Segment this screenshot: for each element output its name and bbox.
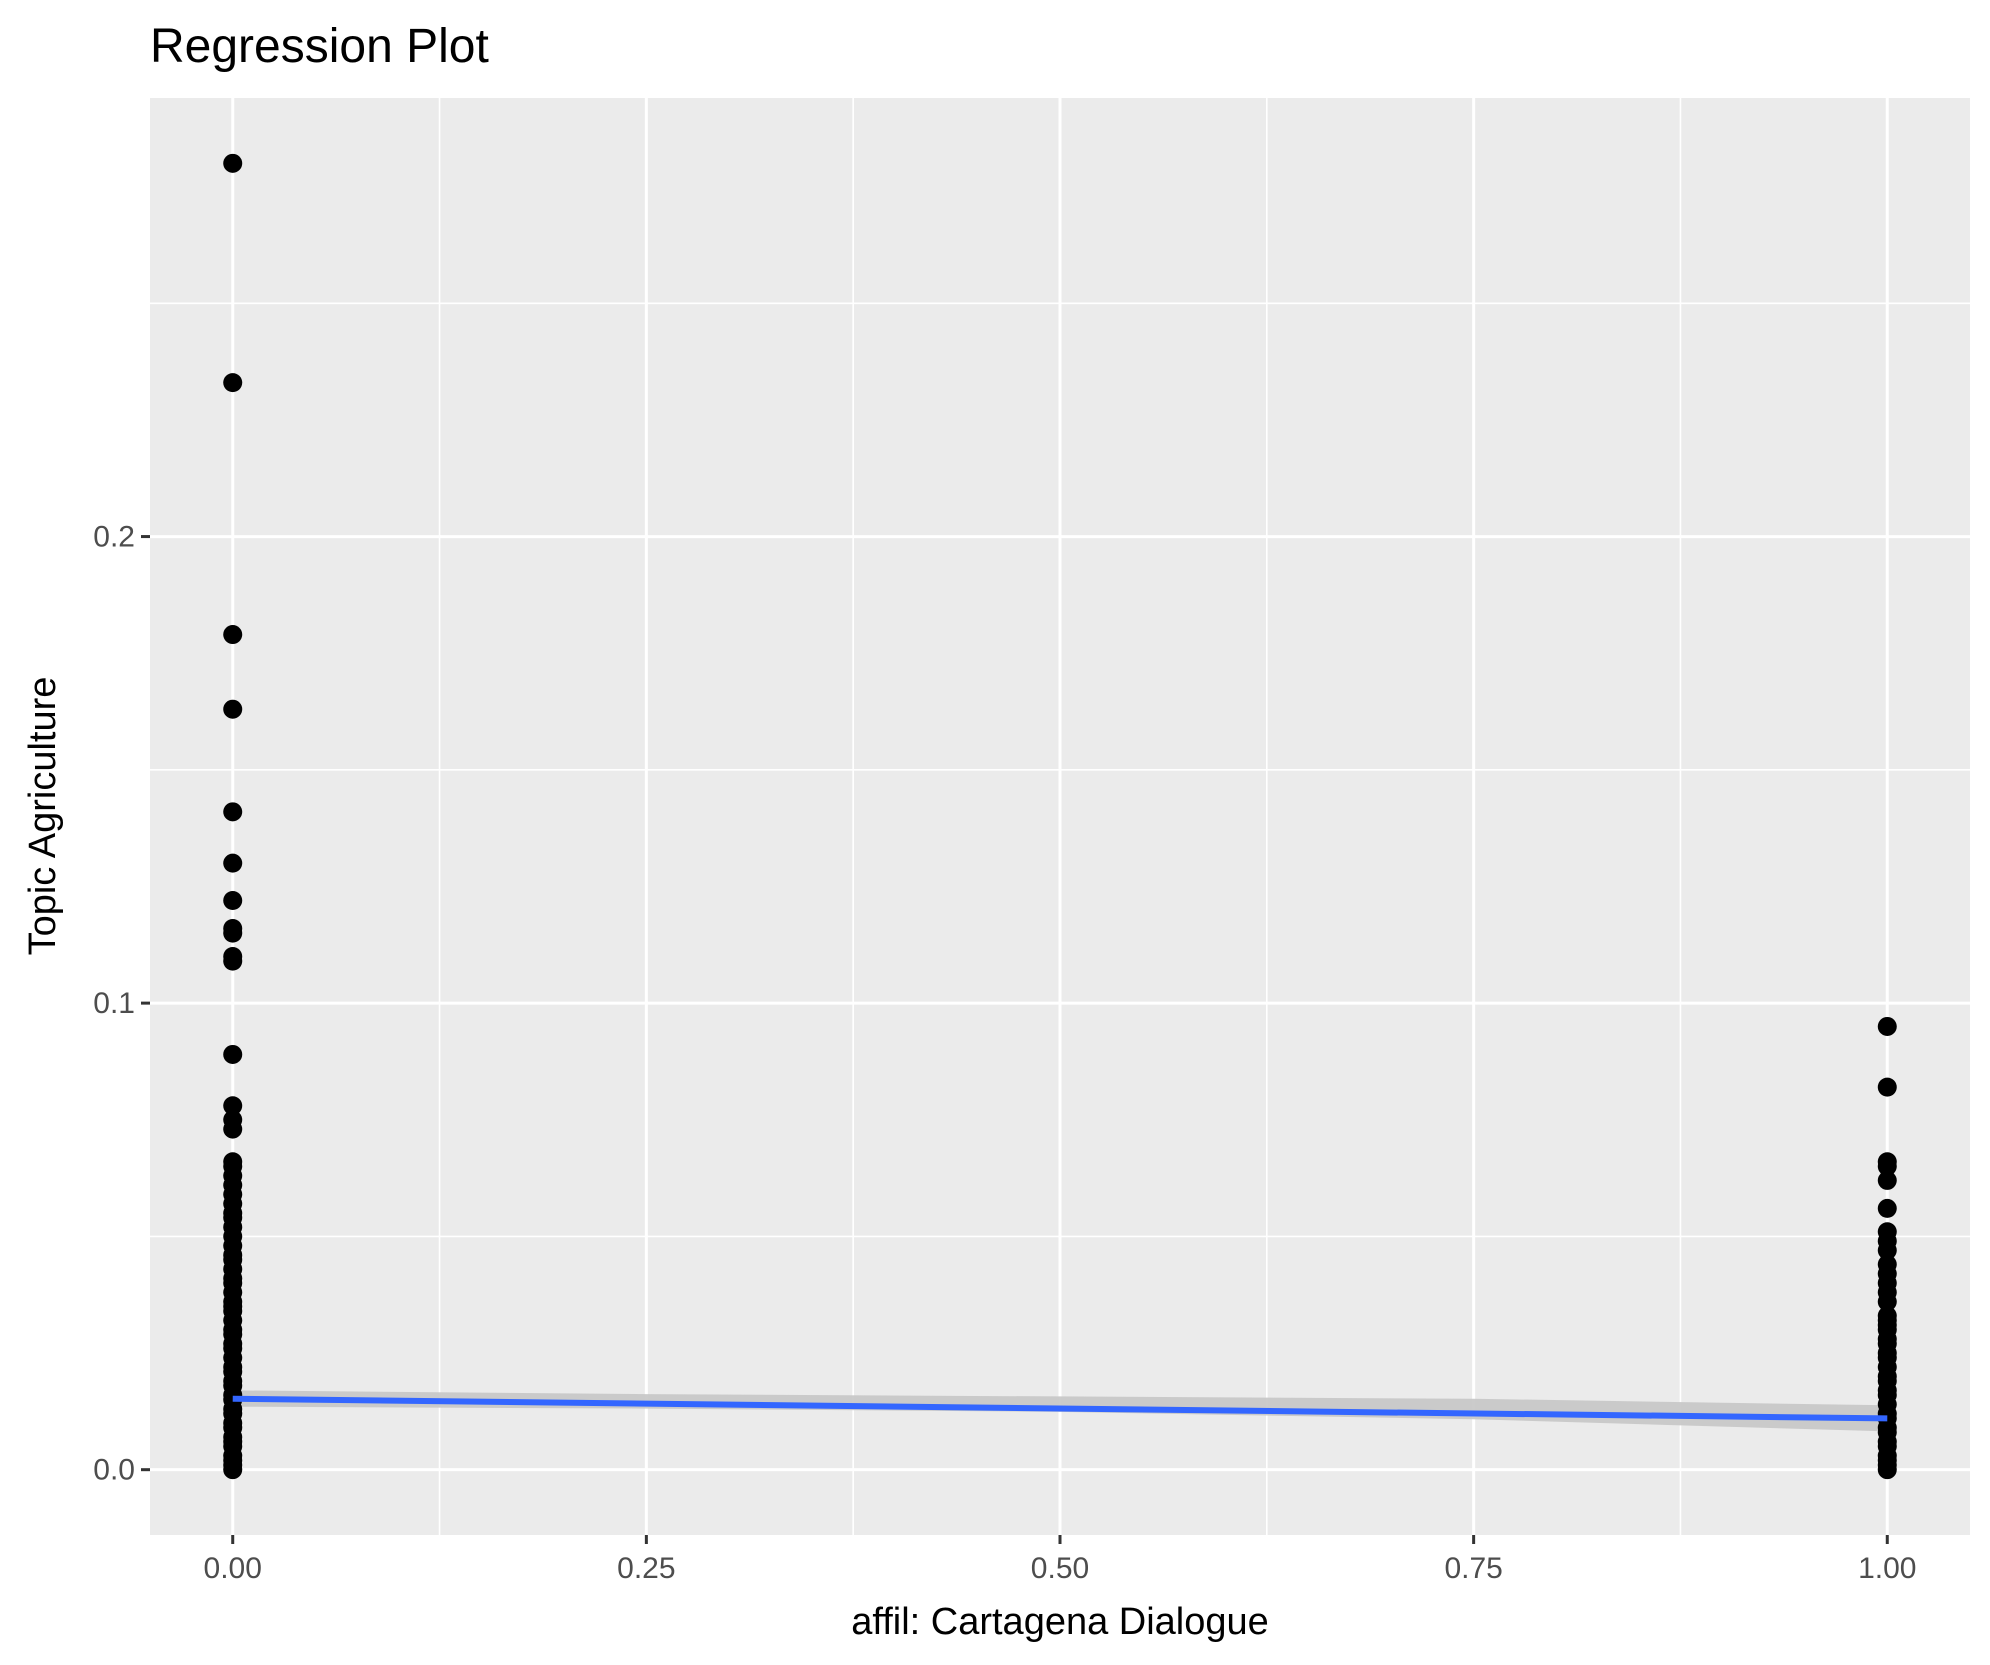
data-point <box>1877 1198 1897 1218</box>
data-point <box>223 373 243 393</box>
data-point <box>223 923 243 943</box>
y-tick-label: 0.0 <box>93 1454 135 1487</box>
data-point <box>223 951 243 971</box>
data-point <box>223 153 243 173</box>
data-point <box>223 1044 243 1064</box>
data-point <box>223 1119 243 1139</box>
data-point <box>1877 1077 1897 1097</box>
data-point <box>1877 1016 1897 1036</box>
regression-line <box>232 1395 1888 1422</box>
x-tick-label: 0.50 <box>1031 1552 1089 1585</box>
major-grid <box>150 98 1970 1535</box>
y-tick-label: 0.2 <box>93 521 135 554</box>
data-point <box>223 890 243 910</box>
y-axis: 0.0 0.1 0.2 <box>93 521 150 1487</box>
data-point <box>1877 1460 1897 1480</box>
data-point <box>1877 1170 1897 1190</box>
x-tick-label: 0.25 <box>617 1552 675 1585</box>
data-point <box>223 1460 243 1480</box>
x-tick-label: 0.75 <box>1444 1552 1502 1585</box>
x-tick-label: 1.00 <box>1858 1552 1916 1585</box>
x-axis: 0.00 0.25 0.50 0.75 1.00 <box>204 1535 1916 1585</box>
data-point <box>223 699 243 719</box>
regression-line-layer <box>232 1395 1888 1422</box>
data-point <box>1877 1292 1897 1312</box>
points-layer <box>223 153 1897 1480</box>
data-point <box>223 802 243 822</box>
chart-title: Regression Plot <box>150 20 489 73</box>
data-point <box>223 625 243 645</box>
x-tick-label: 0.00 <box>204 1552 262 1585</box>
data-point <box>1877 1240 1897 1260</box>
y-tick-label: 0.1 <box>93 987 135 1020</box>
x-axis-title: affil: Cartagena Dialogue <box>851 1601 1269 1643</box>
data-point <box>1877 1156 1897 1176</box>
data-point <box>223 853 243 873</box>
y-axis-title: Topic Agriculture <box>22 677 64 956</box>
data-point <box>223 1096 243 1116</box>
